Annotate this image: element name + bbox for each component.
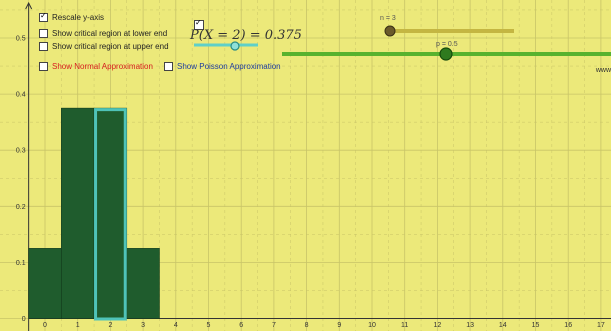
url-fragment: www (595, 67, 611, 74)
normal-label: Show Normal Approximation (52, 62, 153, 71)
y-axis-arrow-icon (25, 1, 33, 10)
bar (28, 248, 62, 319)
x-tick-label: 10 (368, 322, 376, 329)
normal-approximation-option[interactable]: Show Normal Approximation (39, 61, 153, 72)
x-tick-label: 5 (207, 322, 211, 329)
x-tick-label: 15 (532, 322, 540, 329)
x-tick-label: 9 (337, 322, 341, 329)
x-tick-label: 16 (564, 322, 572, 329)
x-tick-label: 1 (76, 322, 80, 329)
x-tick-label: 8 (305, 322, 309, 329)
x-tick-label: 0 (43, 322, 47, 329)
n-slider-handle[interactable] (384, 25, 396, 37)
p-slider-label: p = 0.5 (436, 41, 458, 48)
x-tick-label: 3 (141, 322, 145, 329)
bar (93, 107, 128, 319)
x-value-slider-handle[interactable] (230, 41, 240, 51)
lower-label: Show critical region at lower end (52, 29, 168, 38)
x-tick-label: 2 (108, 322, 112, 329)
rescale-y-axis-option[interactable]: Rescale y-axis (39, 11, 105, 23)
x-tick-label: 7 (272, 322, 276, 329)
poisson-checkbox-icon[interactable] (164, 62, 173, 71)
bar (126, 248, 160, 319)
lower-checkbox-icon[interactable] (39, 29, 48, 38)
highlighted-bar-outline (94, 108, 127, 321)
bar (61, 107, 95, 319)
poisson-approximation-option[interactable]: Show Poisson Approximation (164, 61, 281, 72)
probability-checkbox-icon[interactable] (194, 18, 204, 30)
y-tick-label: 0.4 (16, 92, 26, 99)
x-tick-label: 12 (434, 322, 442, 329)
y-tick-label: 0.3 (16, 148, 26, 155)
probability-readout: P(X = 2) = 0.375 (190, 28, 302, 43)
rescale-label: Rescale y-axis (52, 13, 105, 22)
x-tick-label: 11 (401, 322, 408, 329)
x-tick-label: 6 (239, 322, 243, 329)
y-tick-label: 0.5 (16, 36, 26, 43)
poisson-label: Show Poisson Approximation (177, 62, 281, 71)
normal-checkbox-icon[interactable] (39, 62, 48, 71)
x-tick-label: 17 (597, 322, 605, 329)
y-tick-label: 0.1 (16, 260, 26, 267)
rescale-checkbox-icon[interactable] (39, 11, 48, 22)
x-tick-label: 13 (466, 322, 474, 329)
p-slider-handle[interactable] (439, 47, 453, 61)
x-tick-label: 4 (174, 322, 178, 329)
y-tick-label: 0.2 (16, 204, 26, 211)
upper-checkbox-icon[interactable] (39, 42, 48, 51)
lower-critical-region-option[interactable]: Show critical region at lower end (39, 28, 167, 39)
n-slider-label: n = 3 (380, 15, 396, 22)
x-tick-label: 14 (499, 322, 507, 329)
upper-critical-region-option[interactable]: Show critical region at upper end (39, 41, 169, 52)
y-tick-label: 0 (22, 316, 26, 323)
upper-label: Show critical region at upper end (52, 42, 169, 51)
